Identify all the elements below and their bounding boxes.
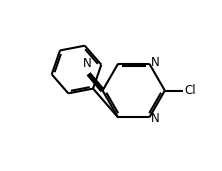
- Text: N: N: [151, 112, 160, 125]
- Text: N: N: [151, 56, 160, 69]
- Text: Cl: Cl: [184, 84, 196, 97]
- Text: N: N: [83, 57, 92, 70]
